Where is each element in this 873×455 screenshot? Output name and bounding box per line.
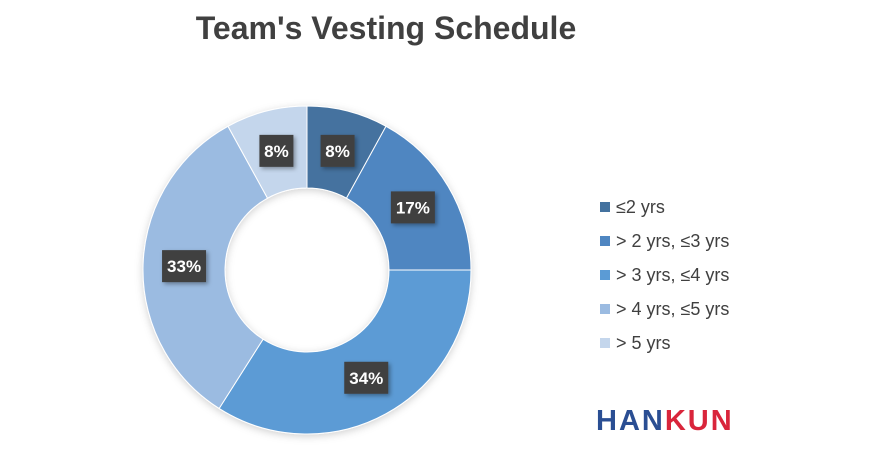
data-label-box — [390, 191, 435, 224]
legend-label: ≤2 yrs — [616, 196, 665, 217]
data-label-box — [320, 134, 355, 167]
data-label-box — [259, 134, 294, 167]
data-label-text: 33% — [167, 257, 201, 276]
legend-label: > 5 yrs — [616, 332, 671, 353]
data-label-text: 34% — [349, 369, 383, 388]
logo-part-han: HAN — [596, 405, 665, 437]
slice-data-label: 8% — [259, 134, 294, 167]
slice-data-label: 33% — [162, 250, 207, 283]
data-labels: 8% 17% 34% 33% 8% — [162, 134, 435, 394]
legend-swatch — [600, 270, 610, 280]
slice-data-label: 8% — [320, 134, 355, 167]
chart-legend: ≤2 yrs > 2 yrs, ≤3 yrs > 3 yrs, ≤4 yrs > 4 … — [600, 190, 729, 360]
chart-title: Team's Vesting Schedule — [195, 10, 577, 46]
legend-item: ≤2 yrs — [600, 190, 729, 224]
legend-item: > 5 yrs — [600, 326, 729, 360]
data-label-text: 17% — [396, 198, 430, 217]
legend-label: > 4 yrs, ≤5 yrs — [616, 298, 730, 319]
legend-swatch — [600, 236, 610, 246]
data-label-text: 8% — [264, 142, 289, 161]
legend-item: > 2 yrs, ≤3 yrs — [600, 224, 729, 258]
legend-swatch — [600, 304, 610, 314]
legend-label: > 2 yrs, ≤3 yrs — [616, 230, 730, 251]
donut-slice — [218, 269, 472, 435]
slice-data-label: 34% — [344, 361, 389, 394]
hankun-logo: HANKUN — [596, 405, 734, 438]
legend-item: > 3 yrs, ≤4 yrs — [600, 258, 729, 292]
data-label-box — [344, 361, 389, 394]
legend-label: > 3 yrs, ≤4 yrs — [616, 264, 730, 285]
data-label-text: 8% — [325, 142, 350, 161]
data-label-box — [162, 250, 207, 283]
slice-data-label: 17% — [390, 191, 435, 224]
legend-item: > 4 yrs, ≤5 yrs — [600, 292, 729, 326]
legend-swatch — [600, 338, 610, 348]
logo-part-kun: KUN — [664, 405, 734, 437]
legend-swatch — [600, 202, 610, 212]
